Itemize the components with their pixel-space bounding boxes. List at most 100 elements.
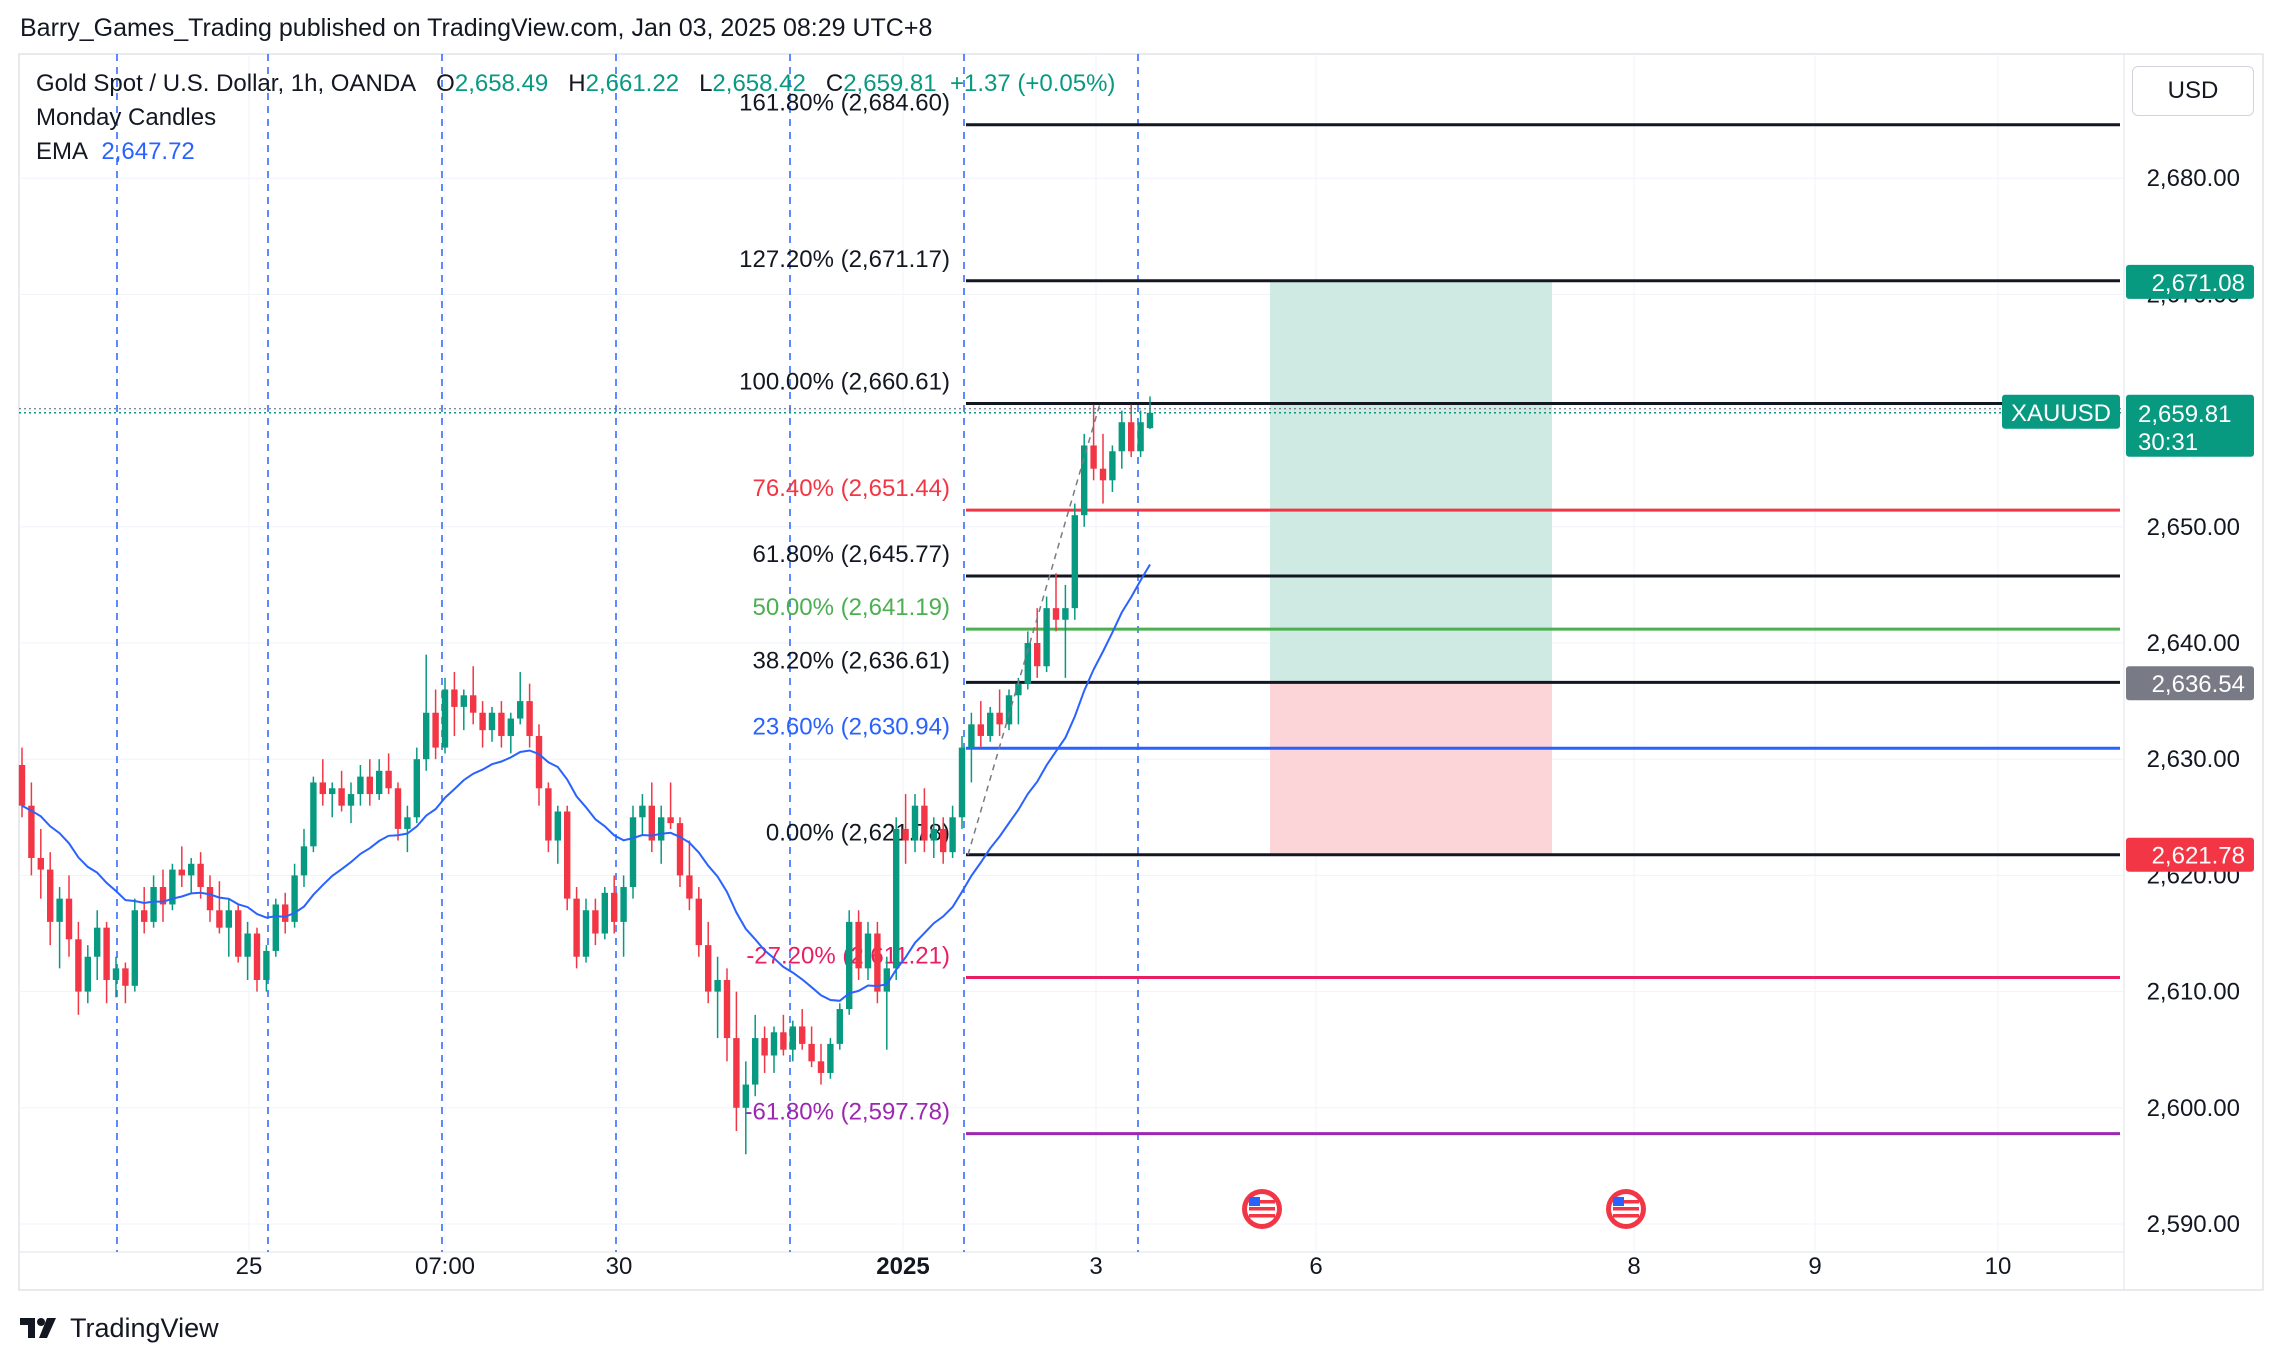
candle-body [545, 788, 552, 841]
candle-body [404, 817, 411, 829]
candle-body [1146, 412, 1154, 429]
candle-body [1052, 608, 1060, 620]
candle-body [733, 1038, 740, 1108]
candle-body [1062, 608, 1069, 620]
fib-trend-line[interactable] [967, 403, 1101, 855]
tradingview-logo[interactable]: TradingView [20, 1310, 219, 1346]
candle-body [987, 712, 994, 736]
tradingview-brand: TradingView [70, 1312, 219, 1343]
candle-body [554, 811, 561, 841]
candle-body [413, 759, 420, 818]
legend-close-label: C [825, 70, 844, 97]
legend-low-label: L [699, 70, 713, 97]
candle-body [451, 689, 458, 707]
legend-indicator-ema[interactable]: EMA 2,647.72 [36, 138, 195, 166]
price-chart[interactable]: 161.80% (2,684.60)127.20% (2,671.17)100.… [0, 0, 2284, 1296]
legend-low: 2,658.42 [712, 70, 806, 97]
candle-body [244, 933, 251, 957]
time-axis[interactable]: 25 07:00 30 2025 3 6 8 9 10 [236, 1253, 2012, 1280]
legend-ema-value: 2,647.72 [101, 138, 195, 165]
candle-body [357, 776, 364, 795]
candle-body [216, 910, 223, 928]
event-flags[interactable] [1242, 1189, 1646, 1229]
candle-body [1099, 468, 1107, 481]
candle-body [648, 805, 655, 841]
fib-level-label: 127.20% (2,671.17) [739, 246, 950, 273]
candle-body [817, 1061, 825, 1073]
candle-body [65, 898, 73, 940]
candle-body [1118, 422, 1125, 452]
candle-body [460, 695, 467, 707]
legend-close: 2,659.81 [843, 70, 937, 97]
legend-indicator-monday[interactable]: Monday Candles [36, 104, 216, 132]
candle-body [441, 689, 449, 748]
candle-body [846, 921, 853, 1010]
last-price-label: 2,659.81 [2138, 401, 2231, 428]
candle-body [629, 817, 637, 888]
session-separators [116, 54, 1139, 1252]
candle-body [366, 776, 373, 795]
ema-line[interactable] [21, 563, 1151, 1002]
fib-level-label: 23.60% (2,630.94) [753, 713, 950, 740]
candle-body [1043, 608, 1050, 667]
profit-target-zone[interactable] [1270, 281, 1552, 684]
candle-body [611, 892, 618, 922]
candle-body [225, 910, 232, 928]
candle-body [1024, 643, 1031, 684]
legend-symbol[interactable]: Gold Spot / U.S. Dollar, 1h, OANDA [36, 70, 417, 97]
candle-body [827, 1043, 834, 1073]
fib-level-label: 100.00% (2,660.61) [739, 369, 950, 396]
candle-body [470, 695, 477, 713]
candle-body [620, 887, 627, 922]
x-tick-label: 10 [1985, 1253, 2012, 1280]
candle-body [178, 869, 185, 876]
y-tick-label: 2,630.00 [2147, 746, 2240, 773]
stop-loss-zone[interactable] [1270, 683, 1552, 855]
candle-body [874, 933, 881, 992]
chart-frame [18, 53, 2264, 1291]
legend-high-label: H [568, 70, 586, 97]
candle-body [1034, 643, 1041, 667]
candle-body [1137, 422, 1144, 452]
fib-level-label: -61.80% (2,597.78) [745, 1099, 950, 1126]
target-price-badge-label: 2,671.08 [2152, 270, 2245, 297]
candle-body [169, 869, 176, 905]
candle-body [197, 863, 204, 888]
candle-body [1128, 422, 1135, 452]
candle-body [601, 892, 608, 934]
last-price-badge-bg [2126, 394, 2254, 457]
candle-body [338, 788, 345, 806]
candle-body [131, 910, 138, 986]
candle-body [188, 863, 195, 876]
candle-body [479, 712, 486, 731]
candle-body [940, 828, 947, 853]
candle-body [94, 927, 101, 957]
currency-button[interactable]: USD [2132, 66, 2254, 116]
symbol-tag-bg [2002, 394, 2120, 429]
y-tick-label: 2,680.00 [2147, 165, 2240, 192]
legend-ema-label: EMA [36, 138, 89, 165]
candle-body [639, 805, 646, 818]
candle-body [1015, 683, 1022, 696]
us-flag-icon[interactable] [1242, 1189, 1282, 1229]
y-tick-label: 2,640.00 [2147, 630, 2240, 657]
candle-body [855, 921, 862, 969]
ema-series [19, 403, 2124, 1002]
legend-ohlc-row: Gold Spot / U.S. Dollar, 1h, OANDA O2,65… [36, 70, 1115, 98]
symbol-tag-label: XAUUSD [2011, 400, 2111, 427]
x-tick-label: 9 [1808, 1253, 1821, 1280]
candle-body [432, 712, 439, 748]
candle-body [573, 898, 580, 957]
candle-body [770, 1032, 778, 1056]
flag-canton [1613, 1197, 1624, 1206]
candle-body [300, 846, 308, 876]
y-tick-label: 2,650.00 [2147, 514, 2240, 541]
flag-stripe [1613, 1200, 1639, 1204]
candle-body [282, 904, 289, 922]
x-tick-label: 30 [606, 1253, 633, 1280]
y-tick-label: 2,590.00 [2147, 1211, 2240, 1238]
candle-body [263, 950, 270, 980]
candlestick-series [18, 396, 1154, 1155]
us-flag-icon[interactable] [1606, 1189, 1646, 1229]
